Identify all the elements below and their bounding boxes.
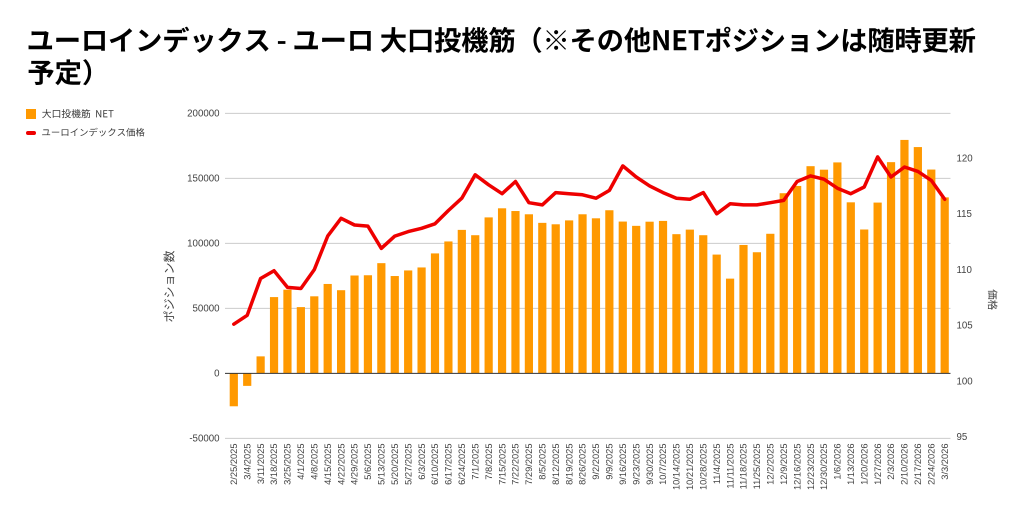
svg-text:7/1/2025: 7/1/2025: [470, 444, 480, 480]
svg-text:2/25/2025: 2/25/2025: [229, 444, 239, 485]
svg-text:10/7/2025: 10/7/2025: [658, 444, 668, 485]
svg-text:150000: 150000: [187, 174, 220, 185]
svg-text:10/21/2025: 10/21/2025: [685, 444, 695, 491]
svg-text:5/6/2025: 5/6/2025: [363, 444, 373, 480]
svg-text:4/1/2025: 4/1/2025: [296, 444, 306, 480]
svg-text:1/6/2026: 1/6/2026: [833, 444, 843, 480]
svg-text:50000: 50000: [193, 304, 221, 315]
svg-text:11/11/2025: 11/11/2025: [725, 444, 735, 489]
svg-text:9/16/2025: 9/16/2025: [618, 444, 628, 485]
svg-text:8/26/2025: 8/26/2025: [578, 444, 588, 485]
svg-text:3/18/2025: 3/18/2025: [269, 444, 279, 485]
svg-text:105: 105: [957, 321, 973, 332]
svg-text:9/23/2025: 9/23/2025: [631, 444, 641, 485]
svg-text:12/2/2025: 12/2/2025: [766, 444, 776, 485]
svg-text:10/14/2025: 10/14/2025: [672, 444, 682, 491]
svg-text:4/29/2025: 4/29/2025: [350, 444, 360, 485]
svg-text:9/30/2025: 9/30/2025: [645, 444, 655, 485]
svg-text:100: 100: [957, 376, 974, 387]
svg-text:95: 95: [957, 432, 968, 443]
svg-text:9/2/2025: 9/2/2025: [591, 444, 601, 480]
svg-text:7/29/2025: 7/29/2025: [524, 444, 534, 485]
svg-text:8/12/2025: 8/12/2025: [551, 444, 561, 485]
svg-text:3/25/2025: 3/25/2025: [283, 444, 293, 485]
svg-text:5/13/2025: 5/13/2025: [377, 444, 387, 485]
svg-text:7/15/2025: 7/15/2025: [497, 444, 507, 485]
svg-text:12/16/2025: 12/16/2025: [792, 444, 802, 491]
svg-text:2/24/2026: 2/24/2026: [927, 444, 937, 485]
svg-text:12/9/2025: 12/9/2025: [779, 444, 789, 485]
svg-text:1/20/2026: 1/20/2026: [859, 444, 869, 485]
svg-text:2/3/2026: 2/3/2026: [886, 444, 896, 480]
svg-text:0: 0: [214, 369, 220, 380]
svg-text:3/4/2025: 3/4/2025: [242, 444, 252, 480]
svg-text:11/18/2025: 11/18/2025: [739, 444, 749, 490]
svg-text:4/8/2025: 4/8/2025: [310, 444, 320, 480]
svg-text:200000: 200000: [187, 109, 220, 120]
svg-text:12/30/2025: 12/30/2025: [819, 444, 829, 491]
svg-text:11/4/2025: 11/4/2025: [712, 444, 722, 485]
svg-text:100000: 100000: [187, 239, 220, 250]
svg-text:10/28/2025: 10/28/2025: [699, 444, 709, 491]
svg-text:5/20/2025: 5/20/2025: [390, 444, 400, 485]
svg-text:6/10/2025: 6/10/2025: [430, 444, 440, 485]
svg-text:4/15/2025: 4/15/2025: [323, 444, 333, 485]
svg-text:7/8/2025: 7/8/2025: [484, 444, 494, 480]
svg-text:11/25/2025: 11/25/2025: [752, 444, 762, 490]
svg-text:5/27/2025: 5/27/2025: [403, 444, 413, 485]
svg-text:9/9/2025: 9/9/2025: [605, 444, 615, 480]
svg-text:8/5/2025: 8/5/2025: [538, 444, 548, 480]
svg-text:6/24/2025: 6/24/2025: [457, 444, 467, 485]
svg-text:3/11/2025: 3/11/2025: [256, 444, 266, 485]
svg-text:4/22/2025: 4/22/2025: [336, 444, 346, 485]
svg-text:8/19/2025: 8/19/2025: [564, 444, 574, 485]
svg-text:7/22/2025: 7/22/2025: [511, 444, 521, 485]
svg-text:120: 120: [957, 153, 974, 164]
svg-text:6/3/2025: 6/3/2025: [417, 444, 427, 480]
svg-text:6/17/2025: 6/17/2025: [444, 444, 454, 485]
svg-text:110: 110: [957, 265, 973, 276]
svg-text:12/23/2025: 12/23/2025: [806, 444, 816, 491]
svg-text:1/13/2026: 1/13/2026: [846, 444, 856, 485]
svg-text:3/3/2026: 3/3/2026: [940, 444, 950, 480]
svg-text:2/17/2026: 2/17/2026: [913, 444, 923, 485]
svg-text:-50000: -50000: [189, 434, 220, 445]
svg-text:1/27/2026: 1/27/2026: [873, 444, 883, 485]
svg-text:115: 115: [957, 209, 972, 220]
svg-text:2/10/2026: 2/10/2026: [900, 444, 910, 485]
